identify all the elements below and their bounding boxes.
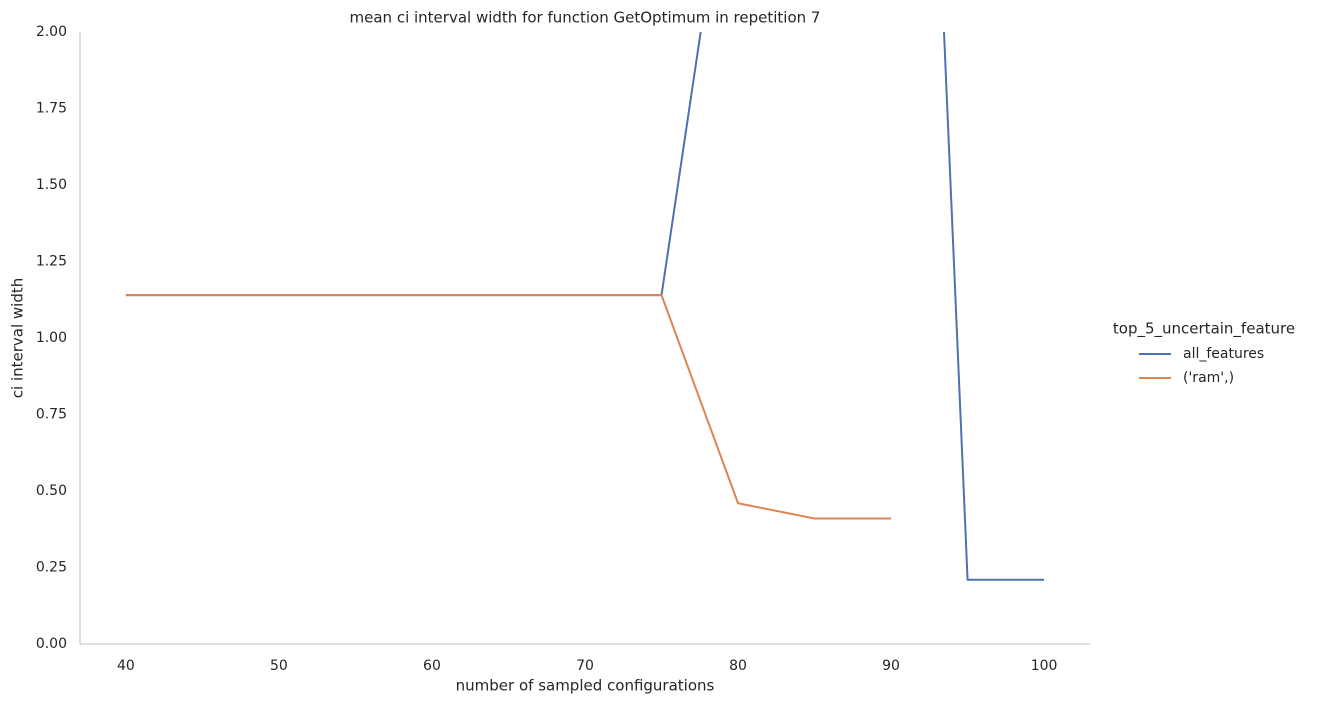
x-tick-label: 90 — [882, 658, 900, 674]
y-tick-label: 0.50 — [36, 483, 67, 499]
x-tick-label: 40 — [117, 658, 135, 674]
x-tick-label: 70 — [576, 658, 594, 674]
series-line — [125, 294, 892, 520]
y-tick-label: 2.00 — [36, 24, 67, 40]
plot-area — [125, 32, 1045, 581]
x-tick-label: 50 — [270, 658, 288, 674]
y-tick-label: 0.00 — [36, 636, 67, 652]
y-tick-label: 1.50 — [36, 177, 67, 193]
x-tick-label: 80 — [729, 658, 747, 674]
legend-label: all_features — [1183, 346, 1264, 362]
chart-title: mean ci interval width for function GetO… — [350, 9, 821, 27]
y-tick-label: 0.25 — [36, 560, 67, 576]
y-tick-label: 1.25 — [36, 254, 67, 270]
x-axis-label: number of sampled configurations — [456, 677, 715, 695]
series-line — [125, 32, 1045, 581]
legend-label: ('ram',) — [1183, 370, 1234, 386]
legend-title: top_5_uncertain_feature — [1113, 320, 1295, 339]
x-tick-label: 60 — [423, 658, 441, 674]
y-tick-label: 1.00 — [36, 330, 67, 346]
y-tick-label: 1.75 — [36, 101, 67, 117]
y-tick-label: 0.75 — [36, 407, 67, 423]
x-tick-label: 100 — [1031, 658, 1058, 674]
y-axis-label: ci interval width — [9, 278, 27, 398]
